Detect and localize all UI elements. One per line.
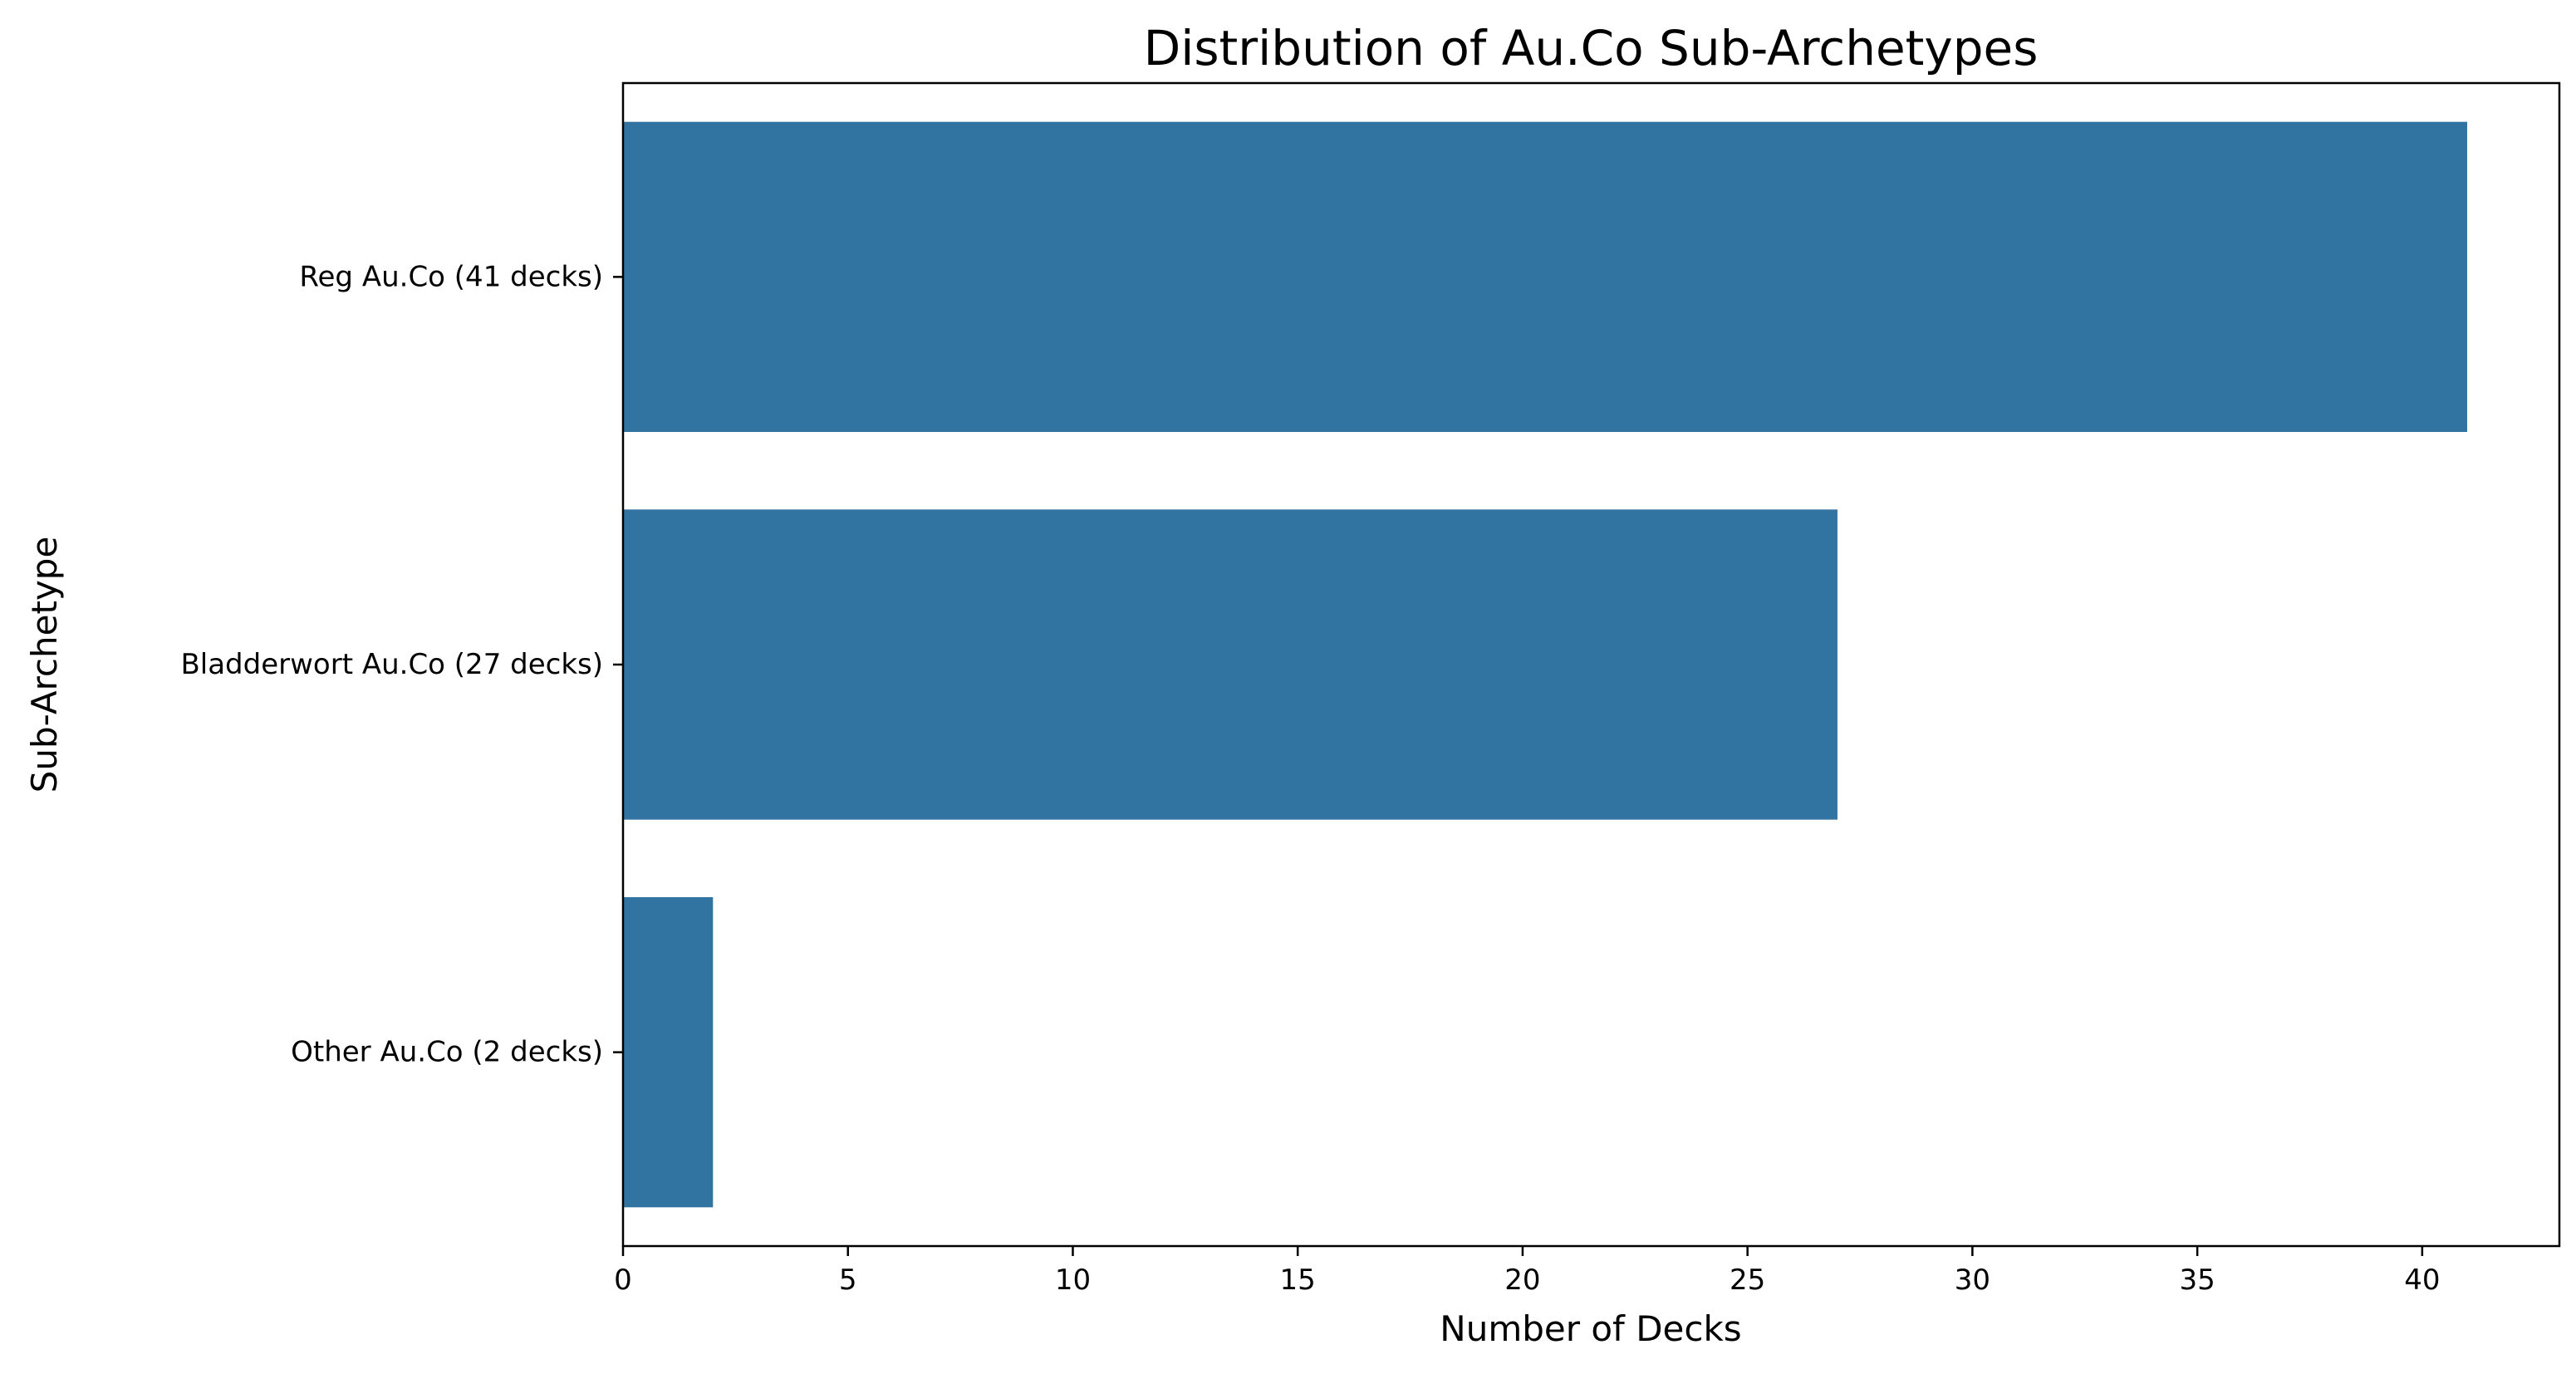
x-tick-label-7: 35: [2179, 1264, 2215, 1297]
x-tick-label-1: 5: [839, 1264, 857, 1297]
y-tick-label-1: Bladderwort Au.Co (27 decks): [180, 648, 603, 681]
x-tick-label-2: 10: [1055, 1264, 1091, 1297]
x-tick-label-6: 30: [1955, 1264, 1990, 1297]
bar-2: [623, 897, 714, 1208]
chart-title: Distribution of Au.Co Sub-Archetypes: [1144, 20, 2039, 76]
x-tick-label-3: 15: [1280, 1264, 1316, 1297]
x-tick-label-0: 0: [614, 1264, 632, 1297]
x-tick-label-4: 20: [1504, 1264, 1540, 1297]
x-tick-label-5: 25: [1730, 1264, 1765, 1297]
x-axis-label: Number of Decks: [1440, 1308, 1741, 1349]
y-tick-label-0: Reg Au.Co (41 decks): [299, 260, 603, 293]
plot-frame: [621, 81, 2561, 1248]
x-tick-label-8: 40: [2404, 1264, 2440, 1297]
y-axis-label: Sub-Archetype: [24, 537, 65, 793]
bar-1: [623, 509, 1838, 820]
y-axis-ticks: Reg Au.Co (41 decks) Bladderwort Au.Co (2…: [180, 260, 623, 1069]
bar-0: [623, 121, 2467, 432]
bars-group: [623, 121, 2467, 1208]
y-tick-label-2: Other Au.Co (2 decks): [291, 1036, 603, 1069]
x-axis-ticks: 0 5 10 15 20 25 30 35 40: [614, 1246, 2440, 1297]
